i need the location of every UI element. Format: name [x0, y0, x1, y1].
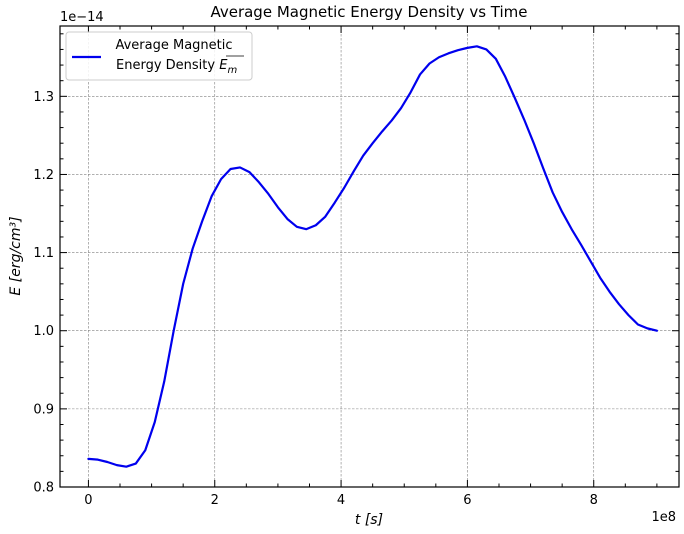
y-tick-label: 1.2	[33, 168, 54, 183]
y-tick-label: 0.8	[33, 481, 54, 496]
x-offset-label: 1e8	[651, 510, 676, 525]
x-tick-label: 0	[84, 493, 92, 508]
series-line-average-magnetic-energy-density	[87, 45, 658, 468]
legend-subscript: m	[227, 65, 237, 76]
x-tick-label: 4	[337, 493, 345, 508]
x-tick-label: 2	[211, 493, 219, 508]
legend-symbol: E	[219, 58, 228, 73]
chart-title: Average Magnetic Energy Density vs Time	[210, 3, 527, 21]
minor-ticks	[60, 26, 679, 487]
legend-line-1: Average Magnetic	[115, 38, 232, 53]
y-tick-label: 0.9	[33, 402, 54, 417]
x-axis-label: t [s]	[355, 512, 383, 528]
y-tick-label: 1.3	[33, 90, 54, 105]
grid	[60, 26, 679, 488]
y-tick-label: 1.0	[33, 324, 54, 339]
legend-line-2-text: Energy Density	[116, 58, 215, 73]
y-tick-labels: 0.8 0.9 1.0 1.1 1.2 1.3	[33, 90, 54, 496]
x-tick-label: 6	[463, 493, 471, 508]
plot-frame	[59, 25, 680, 488]
legend-line-2: Energy Density Em	[116, 58, 237, 76]
legend: Average Magnetic Energy Density Em	[65, 31, 253, 81]
y-offset-label: 1e−14	[60, 10, 104, 25]
y-tick-label: 1.1	[33, 246, 54, 261]
x-tick-labels: 0 2 4 6 8	[84, 493, 598, 508]
x-tick-label: 8	[590, 493, 598, 508]
major-ticks	[60, 26, 679, 488]
y-axis-label: E [erg/cm³]	[8, 216, 24, 295]
legend-box	[65, 31, 253, 81]
